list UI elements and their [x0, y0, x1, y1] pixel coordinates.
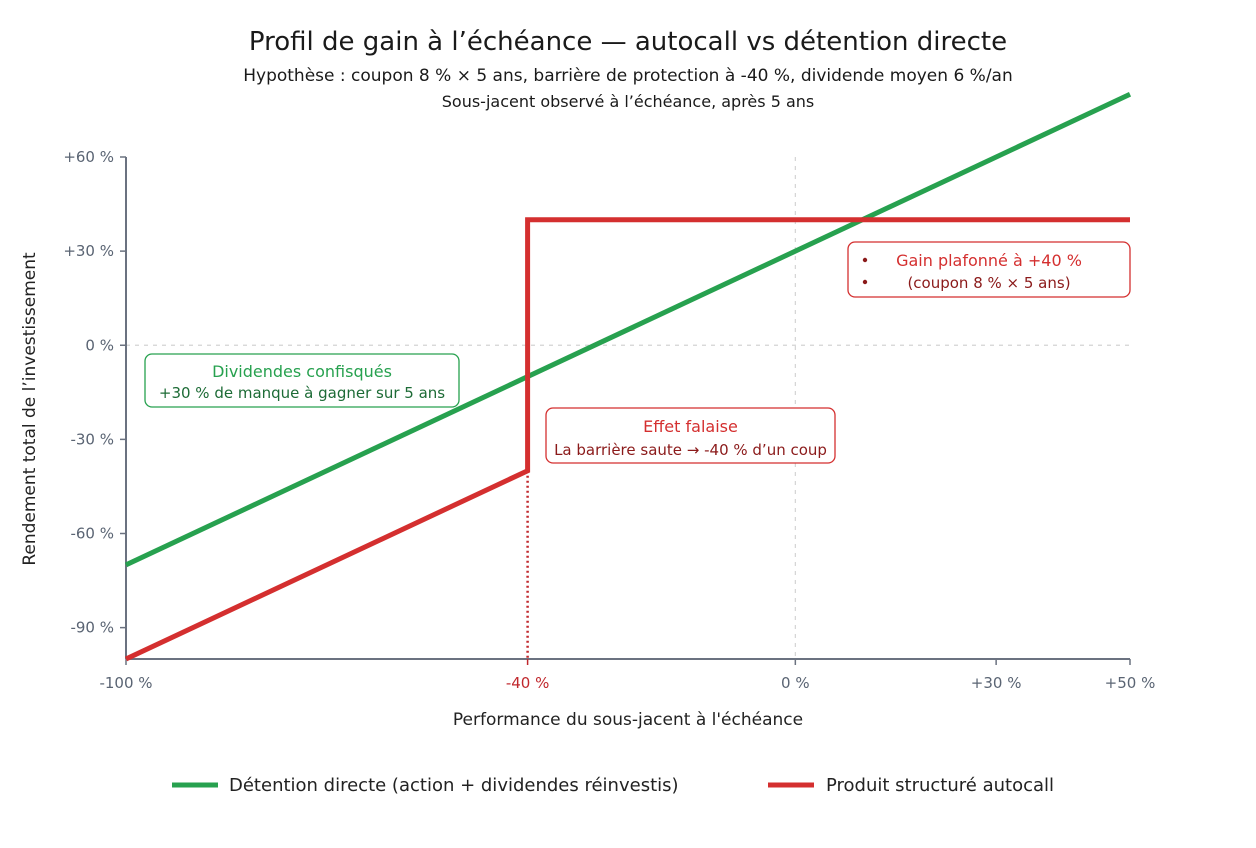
annotation-text-cliff: La barrière saute → -40 % d’un coup — [554, 441, 827, 459]
direct-holding-line — [124, 91, 1132, 568]
autocall-line — [124, 217, 1130, 662]
annotation-text-cap: (coupon 8 % × 5 ans) — [907, 274, 1070, 292]
annotation-box-cliff — [545, 407, 836, 464]
bullet-dot — [862, 279, 868, 285]
y-tick-label: 0 % — [85, 336, 114, 354]
series-lines — [124, 91, 1132, 662]
legend-label-1: Produit structuré autocall — [826, 775, 1054, 796]
legend: Détention directe (action + dividendes r… — [172, 775, 1054, 796]
x-tick-label: -40 % — [506, 674, 550, 692]
y-tick-label: +30 % — [63, 242, 114, 260]
y-axis-label: Rendement total de l’investissement — [20, 252, 40, 566]
annotation-title-cap: Gain plafonné à +40 % — [896, 251, 1082, 270]
legend-label-0: Détention directe (action + dividendes r… — [229, 775, 679, 796]
x-tick-label: 0 % — [781, 674, 810, 692]
y-tick-label: +60 % — [63, 148, 114, 166]
chart-title: Profil de gain à l’échéance — autocall v… — [249, 27, 1007, 57]
chart-subtitle: Hypothèse : coupon 8 % × 5 ans, barrière… — [243, 66, 1013, 86]
bullet-dot — [862, 257, 868, 263]
chart-subtitle-2: Sous-jacent observé à l’échéance, après … — [442, 92, 815, 111]
axes: +60 % +30 % 0 % -30 % -60 % -90 % -100 % -40 % 0… — [63, 148, 1155, 692]
y-tick-label: -90 % — [70, 619, 114, 637]
y-tick-label: -30 % — [70, 430, 114, 448]
annotation-box-dividends — [144, 353, 460, 408]
grid-lines — [126, 157, 1130, 659]
x-tick-label: +30 % — [971, 674, 1022, 692]
x-tick-label: +50 % — [1105, 674, 1156, 692]
x-axis-label: Performance du sous-jacent à l'échéance — [453, 710, 803, 730]
annotation-title-dividends: Dividendes confisqués — [212, 362, 392, 381]
x-tick-label: -100 % — [99, 674, 152, 692]
annotation-box-cap — [847, 241, 1131, 298]
annotations: Gain plafonné à +40 % (coupon 8 % × 5 ans… — [144, 241, 1131, 464]
y-tick-label: -60 % — [70, 525, 114, 543]
annotation-title-cliff: Effet falaise — [643, 417, 738, 436]
annotation-text-dividends: +30 % de manque à gagner sur 5 ans — [159, 384, 445, 402]
